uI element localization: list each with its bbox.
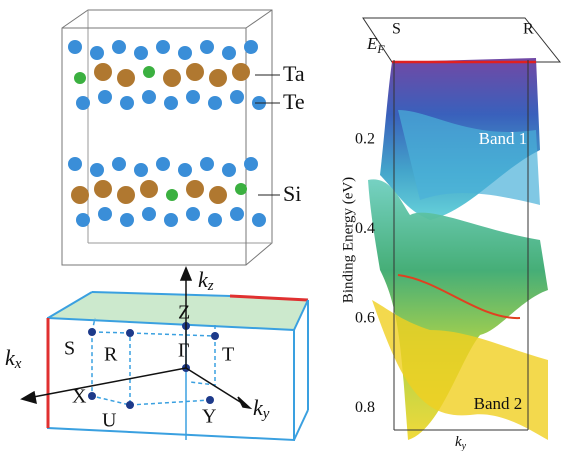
point-label: R <box>523 21 534 38</box>
axis-label: kx <box>5 345 22 372</box>
te-atom <box>134 163 148 177</box>
ta-atom <box>117 69 135 87</box>
y-tick-label: 0.6 <box>355 310 375 327</box>
si-atom <box>143 66 155 78</box>
te-atom <box>120 213 134 227</box>
point-label: Y <box>202 406 216 428</box>
te-atom <box>164 213 178 227</box>
point-label: S <box>392 21 401 38</box>
axis-label: ky <box>253 395 270 422</box>
te-atom <box>222 46 236 60</box>
te-atom <box>230 90 244 104</box>
te-atom <box>112 40 126 54</box>
te-atom <box>68 40 82 54</box>
axis-label: kz <box>198 267 214 294</box>
ta-atom <box>163 69 181 87</box>
te-atom <box>156 40 170 54</box>
te-atom <box>142 90 156 104</box>
te-atom <box>142 207 156 221</box>
ta-atom <box>117 186 135 204</box>
si-atom <box>235 183 247 195</box>
point-label: R <box>104 344 118 366</box>
point-label: X <box>72 386 87 408</box>
point-label: T <box>222 344 234 366</box>
te-atom <box>186 207 200 221</box>
si-atom <box>166 189 178 201</box>
te-atom <box>252 213 266 227</box>
point-label: Z <box>178 302 190 324</box>
ta-atom <box>71 186 89 204</box>
te-atom <box>200 157 214 171</box>
te-atom <box>68 157 82 171</box>
te-atom <box>186 90 200 104</box>
ta-atom <box>209 69 227 87</box>
atom-label: Ta <box>283 61 305 86</box>
figure: Ta Te Si kz kx ky Z S R Γ T <box>0 0 566 451</box>
te-atom <box>90 46 104 60</box>
te-atom <box>178 163 192 177</box>
point-label: Γ <box>178 340 190 362</box>
te-atom <box>200 40 214 54</box>
te-atom <box>208 213 222 227</box>
band-label: Band 1 <box>479 129 528 148</box>
ta-atom <box>232 63 250 81</box>
te-atom <box>156 157 170 171</box>
ta-atom <box>209 186 227 204</box>
te-atom <box>134 46 148 60</box>
te-atom <box>76 213 90 227</box>
y-tick-label: 0.2 <box>355 131 375 148</box>
te-atom <box>98 207 112 221</box>
band-panel: 0.20.40.60.8 Binding Energy (eV) EF S R … <box>340 18 560 451</box>
y-axis-label: Binding Energy (eV) <box>340 177 356 303</box>
te-atom <box>244 157 258 171</box>
te-atom <box>208 96 222 110</box>
ta-atom <box>94 180 112 198</box>
atom-label: Si <box>283 181 301 206</box>
te-atom <box>90 163 104 177</box>
point-label: U <box>102 410 117 432</box>
te-atom <box>178 46 192 60</box>
crystal-panel: Ta Te Si <box>62 10 305 265</box>
atom-label: Te <box>283 89 305 114</box>
te-atom <box>244 40 258 54</box>
ta-atom <box>94 63 112 81</box>
band-label: Band 2 <box>474 394 523 413</box>
y-tick-label: 0.8 <box>355 399 375 416</box>
ta-atom <box>140 180 158 198</box>
ta-atom <box>186 180 204 198</box>
brillouin-zone: kz kx ky Z S R Γ T X U Y <box>5 267 308 440</box>
te-atom <box>120 96 134 110</box>
te-atom <box>76 96 90 110</box>
te-atom <box>112 157 126 171</box>
x-axis-label: ky <box>455 434 467 451</box>
point-label: S <box>64 338 75 360</box>
si-atom <box>74 72 86 84</box>
y-tick-label: 0.4 <box>355 220 375 237</box>
ta-atom <box>186 63 204 81</box>
te-atom <box>222 163 236 177</box>
te-atom <box>98 90 112 104</box>
te-atom <box>164 96 178 110</box>
te-atom <box>230 207 244 221</box>
